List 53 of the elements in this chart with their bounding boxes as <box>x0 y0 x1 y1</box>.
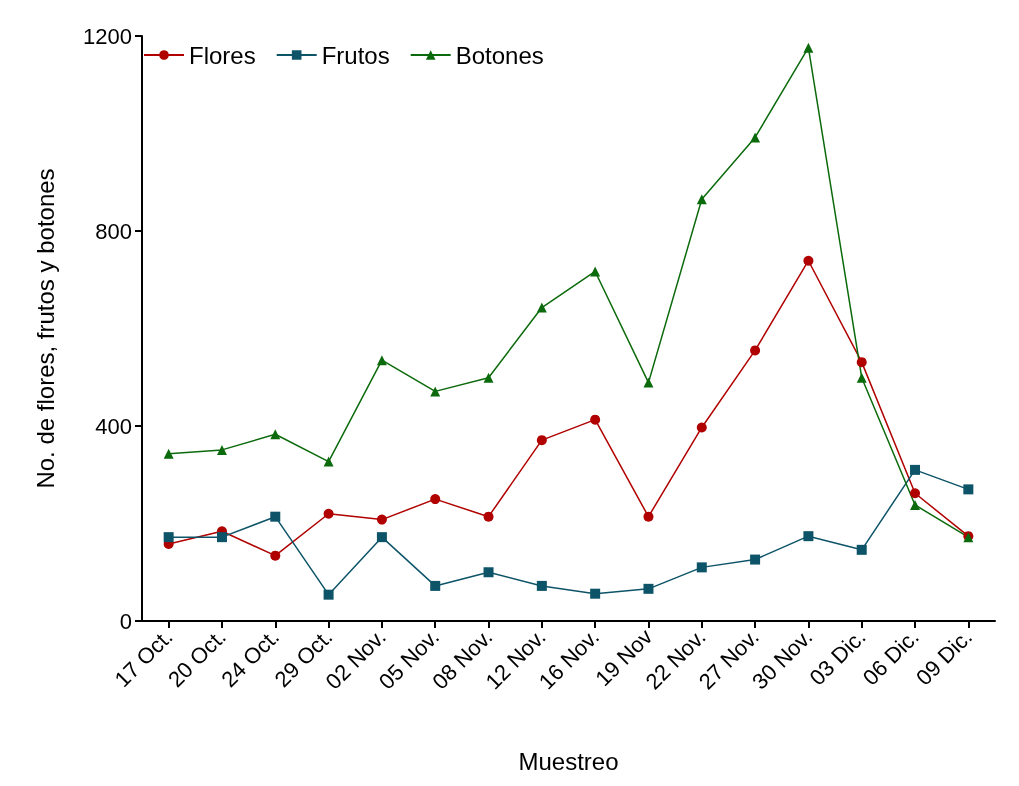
point <box>803 255 814 266</box>
y-axis-title: No. de flores, frutos y botones <box>31 168 59 489</box>
point <box>643 511 654 522</box>
y-tick-label: 800 <box>95 218 132 244</box>
point <box>216 444 227 455</box>
point <box>376 514 387 525</box>
point <box>856 372 867 383</box>
point <box>536 302 547 313</box>
legend-label: Frutos <box>321 41 390 69</box>
point <box>483 372 494 383</box>
point <box>803 531 814 542</box>
point <box>696 422 707 433</box>
point <box>696 562 707 573</box>
legend-label: Botones <box>455 41 544 69</box>
point <box>643 583 654 594</box>
point <box>590 414 601 425</box>
point <box>270 511 281 522</box>
x-axis-title: Muestreo <box>518 747 619 775</box>
point <box>376 355 387 366</box>
y-tick-label: 0 <box>119 608 132 634</box>
point <box>750 554 761 565</box>
point <box>323 508 334 519</box>
point <box>376 532 387 543</box>
point <box>856 544 867 555</box>
point <box>270 429 281 440</box>
y-tick-label: 400 <box>95 413 132 439</box>
point <box>750 132 761 143</box>
point <box>163 532 174 543</box>
point <box>590 588 601 599</box>
point <box>856 357 867 368</box>
point <box>536 580 547 591</box>
point <box>910 488 921 499</box>
point <box>750 345 761 356</box>
point <box>696 194 707 205</box>
point <box>910 464 921 475</box>
point <box>323 589 334 600</box>
point <box>323 456 334 467</box>
point <box>963 484 974 495</box>
y-tick-label: 1200 <box>83 23 132 49</box>
point <box>270 550 281 561</box>
point <box>483 567 494 578</box>
point <box>430 580 441 591</box>
point <box>803 42 814 53</box>
point <box>483 511 494 522</box>
point <box>590 266 601 277</box>
point <box>430 386 441 397</box>
point <box>910 499 921 510</box>
legend-label: Flores <box>189 41 256 69</box>
point <box>643 377 654 388</box>
point <box>216 532 227 543</box>
point <box>430 494 441 505</box>
point <box>163 448 174 459</box>
point <box>536 435 547 446</box>
